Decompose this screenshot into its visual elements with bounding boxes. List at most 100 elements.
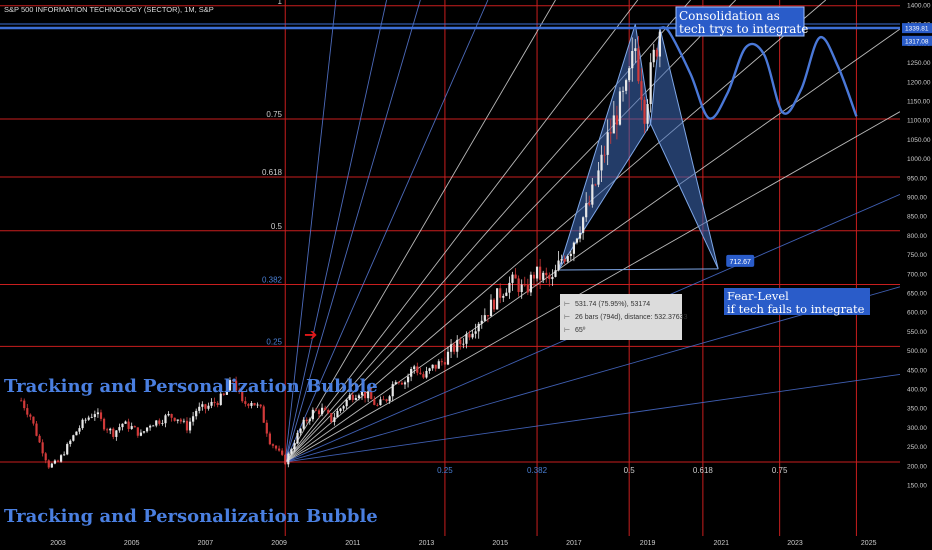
price-label: 1339.81 xyxy=(905,26,929,33)
candle-body xyxy=(569,253,572,257)
candle-body xyxy=(502,295,505,298)
candle-body xyxy=(164,415,167,424)
candle-body xyxy=(336,410,339,418)
candle-body xyxy=(535,266,539,279)
candle-body xyxy=(431,364,434,369)
candle-body xyxy=(456,339,459,352)
x-tick-label: 2009 xyxy=(271,540,287,547)
y-tick-label: 1000.00 xyxy=(907,156,931,163)
candle-body xyxy=(299,428,302,433)
candle-body xyxy=(443,362,447,365)
y-tick-label: 750.00 xyxy=(907,252,927,259)
measure-tooltip-icon: ⊢ xyxy=(564,301,570,308)
candle-body xyxy=(551,276,554,280)
candle-body xyxy=(615,115,618,125)
fan-ray xyxy=(285,111,901,463)
candle-body xyxy=(293,443,296,450)
candle-body xyxy=(235,380,238,391)
measure-tooltip-line: 26 bars (794d), distance: 532.37633 xyxy=(575,314,688,321)
candle-body xyxy=(81,419,84,429)
candle-body xyxy=(259,404,262,407)
candle-body xyxy=(413,366,416,370)
candle-body xyxy=(529,274,533,293)
candle-body xyxy=(195,410,198,417)
annotation-box xyxy=(675,6,805,37)
candle-body xyxy=(124,421,127,424)
candle-body xyxy=(563,259,566,262)
candle-body xyxy=(50,463,53,468)
x-tick-label: 2005 xyxy=(124,540,140,547)
fan-ray xyxy=(284,0,421,463)
candle-body xyxy=(330,413,333,422)
candle-body xyxy=(192,416,195,422)
candle-body xyxy=(477,323,480,332)
candle-body xyxy=(388,396,391,402)
candle-body xyxy=(422,374,425,378)
y-tick-label: 800.00 xyxy=(907,233,927,240)
candle-body xyxy=(560,259,563,261)
candle-body xyxy=(572,242,575,254)
y-tick-label: 1400.00 xyxy=(907,3,931,10)
candle-body xyxy=(545,272,548,276)
candle-body xyxy=(139,432,143,436)
candle-body xyxy=(265,422,268,434)
fan-ray xyxy=(284,0,639,463)
candle-body xyxy=(483,315,486,321)
price-label-box xyxy=(902,23,932,34)
candle-body xyxy=(354,398,357,400)
measure-tooltip-line: 531.74 (75.95%), 53174 xyxy=(575,301,650,308)
annotation-title: Tracking and Personalization Bubble xyxy=(4,376,378,397)
candle-body xyxy=(305,419,308,422)
annotation-line: if tech fails to integrate xyxy=(727,302,865,316)
candle-body xyxy=(655,49,658,57)
candle-body xyxy=(324,407,327,411)
candle-body xyxy=(345,399,348,407)
candle-body xyxy=(471,333,474,338)
fan-ray xyxy=(284,0,556,463)
candle-body xyxy=(213,401,216,403)
candle-body xyxy=(87,417,90,420)
candle-body xyxy=(652,49,655,63)
fan-ray xyxy=(285,286,901,463)
candle-body xyxy=(542,272,545,280)
candle-body xyxy=(428,368,431,371)
candle-body xyxy=(575,238,579,243)
candle-body xyxy=(56,460,60,462)
candle-body xyxy=(228,380,232,391)
candle-body xyxy=(152,425,155,427)
candle-body xyxy=(253,403,256,406)
fib-bottom-label: 0.5 xyxy=(624,466,636,475)
fan-ray xyxy=(284,0,337,463)
candle-body xyxy=(23,400,26,409)
x-tick-label: 2021 xyxy=(714,540,730,547)
candle-body xyxy=(142,431,146,433)
candle-body xyxy=(112,428,115,437)
candle-body xyxy=(505,292,508,296)
candle-body xyxy=(394,382,397,385)
fib-level-label: 0.618 xyxy=(262,168,283,177)
candle-body xyxy=(351,395,354,400)
candle-body xyxy=(437,361,440,369)
y-tick-label: 300.00 xyxy=(907,425,927,432)
candle-body xyxy=(606,132,609,155)
candle-body xyxy=(339,408,342,411)
y-tick-label: 950.00 xyxy=(907,175,927,182)
candle-body xyxy=(631,51,634,69)
fib-level-label: 0.25 xyxy=(266,337,282,346)
fib-bottom-label: 0.382 xyxy=(527,466,548,475)
candle-body xyxy=(274,445,278,449)
candle-body xyxy=(342,406,345,409)
candle-body xyxy=(317,410,321,415)
projection xyxy=(659,26,858,120)
candle-body xyxy=(582,217,585,233)
candle-body xyxy=(155,420,158,426)
y-tick-label: 500.00 xyxy=(907,348,927,355)
candle-body xyxy=(618,91,622,125)
candle-body xyxy=(523,284,526,286)
candle-body xyxy=(459,339,462,345)
y-tick-label: 1100.00 xyxy=(907,118,930,125)
annotation-title: Tracking and Personalization Bubble xyxy=(4,506,378,527)
candle-body xyxy=(496,288,499,310)
